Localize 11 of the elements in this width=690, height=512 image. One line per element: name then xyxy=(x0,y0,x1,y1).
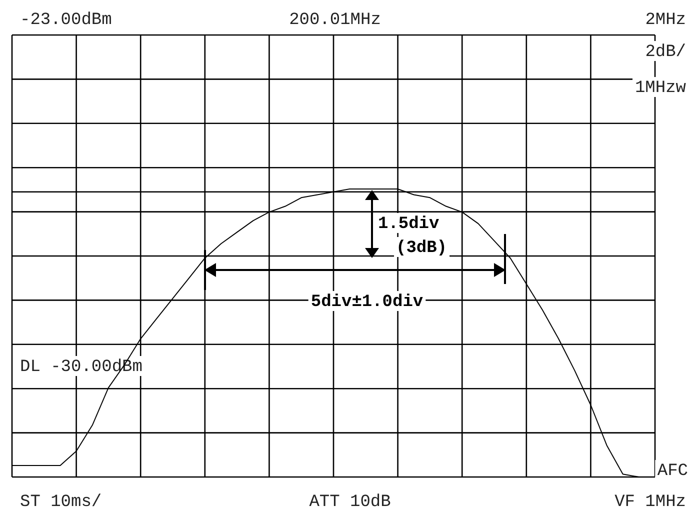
text: 2MHz xyxy=(645,11,686,30)
annotation: 5div±1.0div xyxy=(310,293,424,312)
text: AFC xyxy=(657,462,688,481)
text: 200.01MHz xyxy=(289,11,381,30)
text: 1MHzw xyxy=(634,79,687,98)
text: 2dB/ xyxy=(645,43,686,62)
text: ATT 10dB xyxy=(309,493,391,512)
annotation: 1.5div (3dB) xyxy=(378,215,448,258)
text: -23.00dBm xyxy=(20,11,112,30)
text: ST 10ms/ xyxy=(20,493,102,512)
text: VF 1MHz xyxy=(614,493,686,512)
